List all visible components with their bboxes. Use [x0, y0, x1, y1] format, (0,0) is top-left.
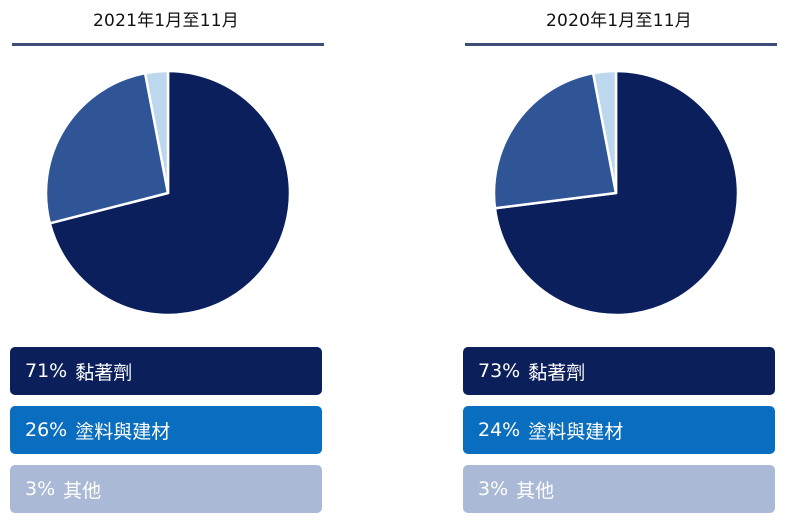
- chart-title: 2021年1月至11月: [93, 11, 239, 31]
- slice-coatings: [492, 71, 618, 210]
- legend-percent: 24%: [478, 419, 521, 441]
- legend-item-adhesives: 71% 黏著劑: [10, 347, 322, 395]
- pie-chart: [44, 69, 292, 317]
- slice-other: [143, 69, 170, 195]
- legend-label: 其他: [516, 479, 555, 502]
- slice-other: [591, 69, 618, 195]
- chart-title: 2020年1月至11月: [546, 11, 692, 31]
- title-rule: [465, 43, 777, 46]
- legend-percent: 26%: [25, 419, 68, 441]
- pie-chart: [492, 69, 740, 317]
- legend-label: 黏著劑: [75, 361, 133, 384]
- legend-percent: 71%: [25, 360, 68, 382]
- slice-adhesives: [48, 69, 292, 317]
- legend-label: 黏著劑: [528, 361, 586, 384]
- legend-item-coatings: 26% 塗料與建材: [10, 406, 322, 454]
- chart-2021: 2021年1月至11月 71% 黏著劑 26% 塗料與建材 3% 其他: [10, 0, 324, 526]
- legend-percent: 3%: [25, 478, 56, 500]
- legend-item-other: 3% 其他: [10, 465, 322, 513]
- title-rule: [12, 43, 324, 46]
- legend-percent: 3%: [478, 478, 509, 500]
- legend-item-adhesives: 73% 黏著劑: [463, 347, 775, 395]
- chart-2020: 2020年1月至11月 73% 黏著劑 24% 塗料與建材 3% 其他: [463, 0, 777, 526]
- legend-percent: 73%: [478, 360, 521, 382]
- legend-item-coatings: 24% 塗料與建材: [463, 406, 775, 454]
- legend-label: 塗料與建材: [75, 420, 171, 443]
- legend-label: 塗料與建材: [528, 420, 624, 443]
- legend-item-other: 3% 其他: [463, 465, 775, 513]
- legend-label: 其他: [63, 479, 102, 502]
- slice-coatings: [44, 71, 170, 225]
